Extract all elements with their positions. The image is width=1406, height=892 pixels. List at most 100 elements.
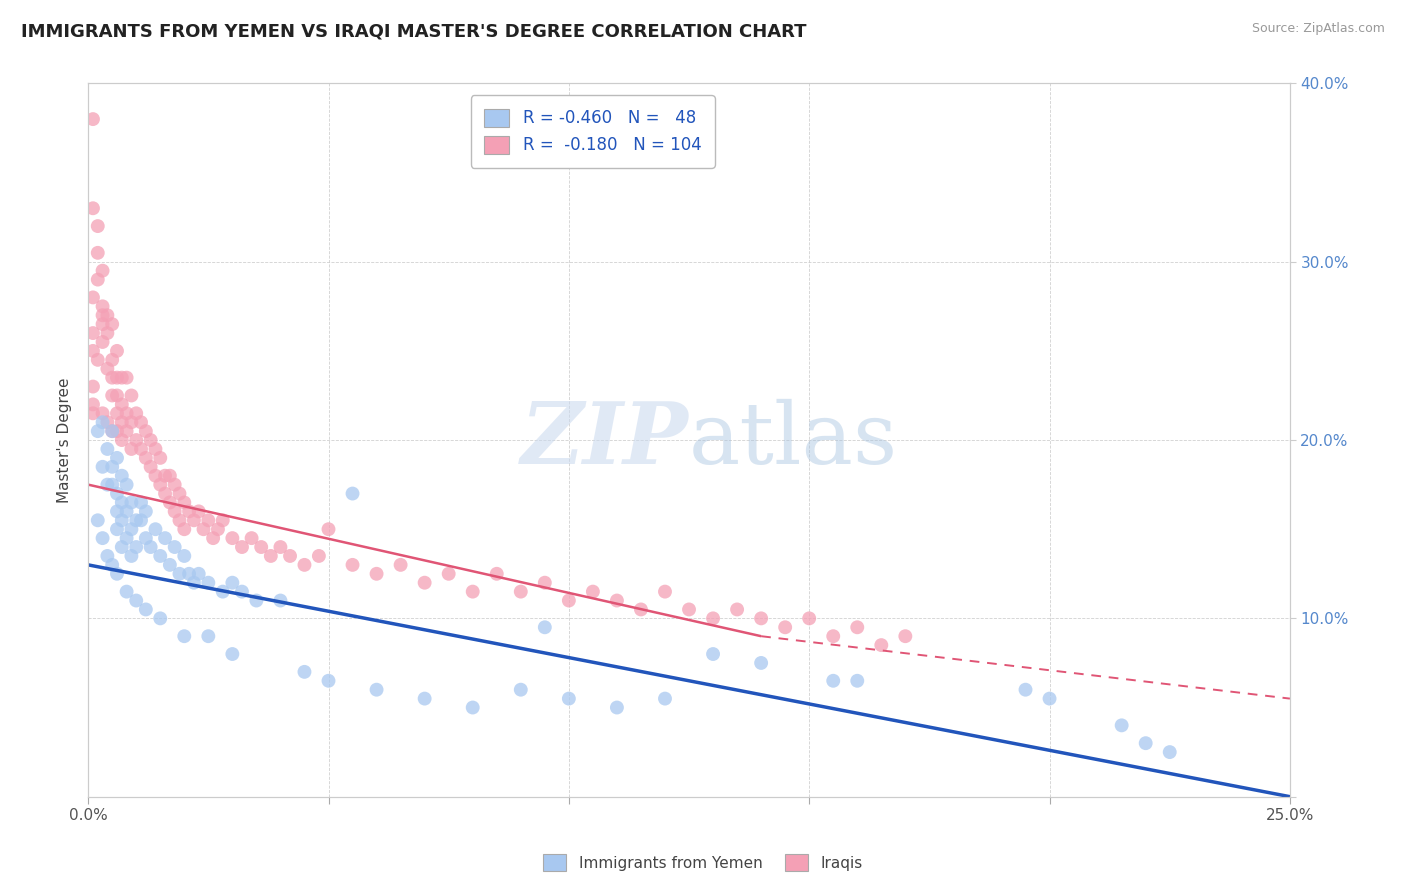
- Point: [120, 549, 142, 563]
- Point: [115, 531, 138, 545]
- Point: [125, 433, 148, 447]
- Text: IMMIGRANTS FROM YEMEN VS IRAQI MASTER'S DEGREE CORRELATION CHART: IMMIGRANTS FROM YEMEN VS IRAQI MASTER'S …: [21, 22, 807, 40]
- Point: [269, 593, 291, 607]
- Point: [221, 531, 243, 545]
- Point: [87, 245, 110, 260]
- Point: [558, 593, 581, 607]
- Point: [582, 584, 605, 599]
- Point: [82, 397, 104, 411]
- Point: [169, 486, 191, 500]
- Point: [749, 656, 772, 670]
- Point: [1111, 718, 1133, 732]
- Text: Source: ZipAtlas.com: Source: ZipAtlas.com: [1251, 22, 1385, 36]
- Point: [533, 575, 555, 590]
- Point: [173, 522, 195, 536]
- Point: [101, 352, 124, 367]
- Legend: R = -0.460   N =   48, R =  -0.180   N = 104: R = -0.460 N = 48, R = -0.180 N = 104: [471, 95, 714, 168]
- Point: [139, 433, 162, 447]
- Point: [197, 575, 219, 590]
- Point: [105, 406, 128, 420]
- Point: [240, 531, 263, 545]
- Point: [202, 531, 225, 545]
- Point: [221, 575, 243, 590]
- Point: [82, 201, 104, 215]
- Point: [749, 611, 772, 625]
- Point: [702, 611, 724, 625]
- Point: [260, 549, 283, 563]
- Point: [183, 513, 205, 527]
- Point: [129, 415, 152, 429]
- Point: [211, 584, 233, 599]
- Point: [96, 361, 118, 376]
- Point: [87, 513, 110, 527]
- Point: [153, 531, 176, 545]
- Point: [197, 513, 219, 527]
- Point: [169, 513, 191, 527]
- Point: [187, 504, 209, 518]
- Point: [630, 602, 652, 616]
- Point: [250, 540, 273, 554]
- Point: [105, 370, 128, 384]
- Point: [149, 549, 172, 563]
- Point: [135, 602, 157, 616]
- Point: [846, 620, 869, 634]
- Point: [173, 549, 195, 563]
- Point: [159, 495, 181, 509]
- Point: [135, 424, 157, 438]
- Point: [145, 442, 167, 456]
- Point: [96, 442, 118, 456]
- Point: [111, 433, 134, 447]
- Point: [82, 343, 104, 358]
- Point: [231, 540, 253, 554]
- Point: [294, 558, 316, 572]
- Point: [606, 700, 628, 714]
- Point: [91, 415, 114, 429]
- Point: [149, 450, 172, 465]
- Point: [115, 406, 138, 420]
- Point: [245, 593, 267, 607]
- Y-axis label: Master's Degree: Master's Degree: [58, 377, 72, 503]
- Point: [193, 522, 215, 536]
- Point: [366, 566, 388, 581]
- Point: [101, 477, 124, 491]
- Point: [105, 522, 128, 536]
- Point: [125, 593, 148, 607]
- Point: [87, 424, 110, 438]
- Point: [153, 468, 176, 483]
- Point: [177, 504, 200, 518]
- Point: [120, 442, 142, 456]
- Point: [115, 424, 138, 438]
- Point: [115, 584, 138, 599]
- Point: [87, 272, 110, 286]
- Point: [169, 566, 191, 581]
- Point: [231, 584, 253, 599]
- Point: [101, 424, 124, 438]
- Point: [389, 558, 412, 572]
- Point: [894, 629, 917, 643]
- Point: [342, 486, 364, 500]
- Point: [82, 112, 104, 127]
- Point: [1159, 745, 1181, 759]
- Point: [91, 459, 114, 474]
- Point: [1038, 691, 1060, 706]
- Point: [187, 566, 209, 581]
- Point: [509, 584, 531, 599]
- Point: [111, 415, 134, 429]
- Point: [111, 540, 134, 554]
- Point: [105, 343, 128, 358]
- Point: [269, 540, 291, 554]
- Point: [101, 558, 124, 572]
- Point: [207, 522, 229, 536]
- Point: [149, 611, 172, 625]
- Point: [846, 673, 869, 688]
- Point: [82, 379, 104, 393]
- Point: [87, 352, 110, 367]
- Point: [96, 549, 118, 563]
- Point: [437, 566, 460, 581]
- Point: [91, 299, 114, 313]
- Point: [101, 370, 124, 384]
- Point: [159, 468, 181, 483]
- Point: [96, 326, 118, 340]
- Point: [153, 486, 176, 500]
- Point: [135, 531, 157, 545]
